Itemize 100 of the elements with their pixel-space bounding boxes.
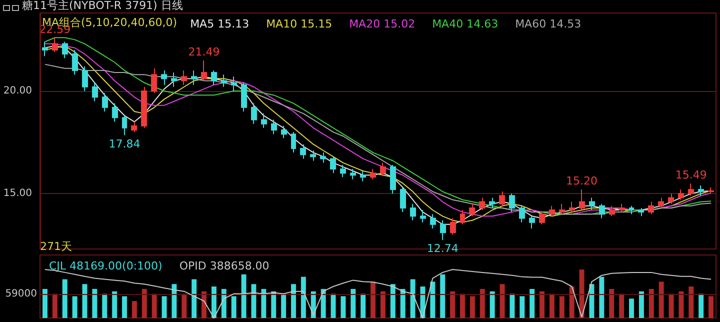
bar (540, 291, 545, 318)
bar (678, 291, 684, 318)
bar (320, 288, 326, 318)
candlestick (62, 41, 68, 59)
candlestick (688, 183, 694, 196)
bar (261, 288, 266, 318)
candlestick (509, 193, 515, 213)
candlestick (201, 60, 207, 82)
bar (619, 294, 624, 318)
bar (52, 294, 58, 318)
candlestick (559, 203, 565, 215)
candlestick (122, 115, 127, 136)
candlestick (320, 152, 326, 164)
candlestick (469, 203, 475, 217)
candlestick (151, 68, 157, 94)
candlestick (131, 121, 137, 133)
candlestick (549, 205, 555, 217)
bar (648, 288, 654, 318)
bar (162, 296, 167, 318)
bar (102, 294, 108, 318)
bar (569, 286, 574, 318)
candlestick (231, 76, 237, 92)
bar (271, 291, 276, 318)
bar (380, 291, 386, 318)
candlestick (42, 41, 48, 57)
bar (142, 288, 147, 318)
candlestick (72, 49, 78, 76)
series-label: OPID 388658.00 (179, 260, 270, 272)
bar (708, 296, 714, 318)
bar (440, 274, 446, 318)
bar (470, 296, 475, 318)
bar (291, 284, 296, 318)
bar (500, 284, 505, 318)
candlestick (141, 86, 147, 128)
candlestick (460, 210, 465, 225)
candlestick (698, 184, 704, 196)
bar (370, 282, 376, 318)
candlestick (658, 197, 664, 208)
candlestick (171, 72, 177, 88)
candlestick (300, 144, 306, 160)
candlestick (440, 220, 446, 240)
annotation: 17.84 (108, 137, 140, 150)
bar (182, 294, 187, 318)
candlestick (400, 186, 406, 213)
candlestick (539, 212, 545, 225)
bar (340, 296, 346, 318)
candlestick (450, 218, 456, 236)
bar (221, 288, 226, 318)
candlestick (281, 125, 287, 139)
candlestick (638, 207, 644, 217)
candlestick (668, 193, 674, 204)
bar (192, 279, 197, 318)
bar (122, 296, 127, 318)
candlestick (340, 164, 346, 178)
bar (202, 291, 207, 318)
bar (300, 276, 306, 318)
annotation: 15.20 (566, 174, 598, 188)
bar (92, 288, 98, 318)
bar (360, 294, 366, 318)
candlestick (599, 203, 605, 219)
candlestick (330, 156, 336, 174)
candlestick (519, 205, 525, 223)
bar (350, 288, 356, 318)
candlestick (92, 82, 98, 102)
annotation: 12.74 (426, 242, 458, 255)
text: MA40 14.63 (432, 18, 498, 30)
chart-title: 糖11号主(NYBOT-R 3791) 日线 (22, 0, 183, 12)
bar (599, 276, 604, 318)
text: MA5 15.13 (190, 18, 250, 30)
bar (400, 288, 406, 318)
annotation: 271天 (40, 240, 72, 253)
bar (638, 291, 644, 318)
candlestick (678, 188, 684, 200)
bar (609, 288, 614, 318)
bar (460, 294, 465, 318)
candlestick (708, 186, 714, 194)
candlestick (221, 74, 227, 88)
candlestick (529, 216, 535, 229)
bar (241, 274, 246, 318)
candlestick (310, 150, 316, 162)
bar (698, 294, 704, 318)
bar (430, 282, 436, 318)
candlestick (390, 164, 396, 194)
candlestick (112, 102, 118, 122)
candlestick (82, 66, 88, 92)
candlestick (380, 162, 386, 176)
bar (579, 270, 584, 318)
candlestick (479, 197, 485, 211)
bar (72, 296, 78, 318)
candlestick (52, 37, 58, 52)
bar (510, 294, 515, 318)
candlestick (211, 70, 217, 86)
candlestick (271, 119, 277, 135)
candlestick (420, 210, 426, 223)
bar (281, 294, 286, 318)
candlestick (251, 102, 257, 124)
text: 59000 (5, 288, 37, 300)
candlestick (589, 197, 595, 211)
candlestick (579, 188, 585, 211)
candlestick (569, 201, 575, 213)
